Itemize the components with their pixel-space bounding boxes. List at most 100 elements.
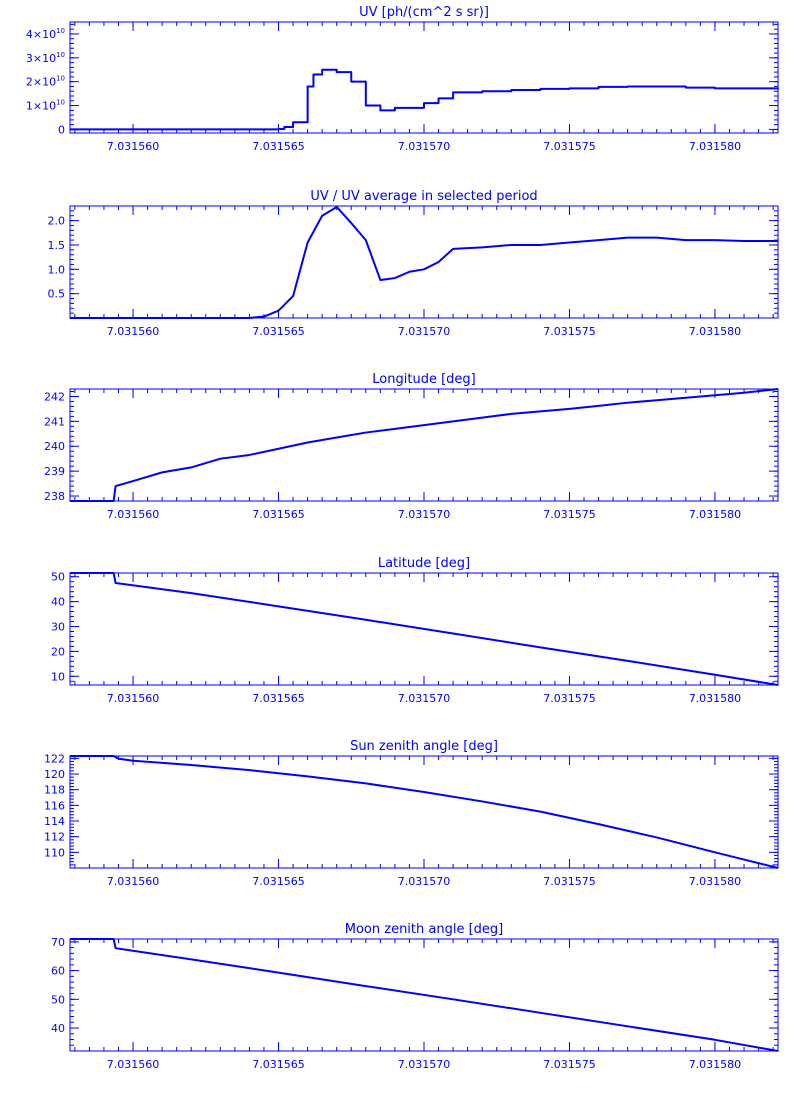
x-tick-label: 7.031575 — [543, 508, 596, 521]
y-tick-exponent: 10 — [56, 27, 65, 35]
x-tick-label: 7.031565 — [252, 692, 305, 705]
x-tick-label: 7.031560 — [107, 692, 160, 705]
y-tick-mantissa: 60 — [51, 965, 65, 978]
y-tick-mantissa: 2.0 — [48, 215, 66, 228]
x-tick-label: 7.031570 — [398, 1058, 451, 1071]
chart-title: Latitude [deg] — [378, 556, 470, 571]
chart-title: Sun zenith angle [deg] — [350, 739, 498, 754]
x-tick-label: 7.031560 — [107, 325, 160, 338]
series-line — [70, 388, 779, 502]
x-tick-label: 7.031565 — [252, 325, 305, 338]
y-tick-mantissa: 239 — [44, 465, 65, 478]
y-tick-label: 242 — [44, 390, 65, 403]
x-tick-label: 7.031560 — [107, 508, 160, 521]
x-tick-label: 7.031575 — [543, 692, 596, 705]
plot-frame — [69, 21, 779, 134]
plot-frame — [69, 205, 779, 319]
series-line — [70, 755, 779, 869]
x-tick-label: 7.031580 — [689, 325, 742, 338]
x-tick-label: 7.031565 — [252, 875, 305, 888]
y-tick-mantissa: 50 — [51, 571, 65, 584]
plot-frame — [69, 388, 779, 502]
chart-title: UV [ph/(cm^2 s sr)] — [359, 5, 489, 20]
chart-panel-2: UV / UV average in selected period 7.0315… — [48, 189, 779, 338]
x-tick-label: 7.031565 — [252, 508, 305, 521]
y-tick-label: 4×1010 — [26, 27, 65, 41]
series-line — [70, 938, 779, 1052]
series-line — [70, 205, 778, 319]
chart-title: UV / UV average in selected period — [310, 189, 537, 204]
y-tick-mantissa: 120 — [44, 768, 65, 781]
y-tick-mantissa: 238 — [44, 490, 65, 503]
x-tick-label: 7.031580 — [689, 1058, 742, 1071]
y-tick-exponent: 10 — [56, 51, 65, 59]
chart-panel-6: Moon zenith angle [deg] 7.031560 7.031565 7… — [51, 922, 779, 1071]
x-tick-label: 7.031580 — [689, 140, 742, 153]
x-tick-label: 7.031565 — [252, 140, 305, 153]
chart-panel-1: UV [ph/(cm^2 s sr)] 7.031560 7.031565 7.031… — [26, 5, 779, 153]
y-tick-mantissa: 20 — [51, 645, 65, 658]
x-tick-label: 7.031570 — [398, 140, 451, 153]
y-tick-label: 1×1010 — [26, 99, 65, 113]
y-tick-mantissa: 118 — [44, 784, 65, 797]
x-tick-label: 7.031560 — [107, 140, 160, 153]
y-tick-label: 238 — [44, 490, 65, 503]
x-tick-label: 7.031575 — [543, 140, 596, 153]
y-tick-mantissa: 112 — [44, 831, 65, 844]
y-tick-label: 30 — [51, 621, 65, 634]
y-tick-label: 2.0 — [48, 215, 66, 228]
y-tick-mantissa: 2×10 — [26, 76, 56, 89]
y-tick-mantissa: 4×10 — [26, 28, 56, 41]
x-tick-label: 7.031580 — [689, 875, 742, 888]
y-tick-label: 0.5 — [48, 288, 66, 301]
y-tick-label: 2×1010 — [26, 75, 65, 89]
y-tick-mantissa: 110 — [44, 846, 65, 859]
y-tick-mantissa: 1.5 — [48, 239, 66, 252]
y-tick-label: 1.5 — [48, 239, 66, 252]
y-tick-mantissa: 240 — [44, 440, 65, 453]
chart-panel-5: Sun zenith angle [deg] 7.031560 7.031565 7.… — [44, 739, 779, 888]
x-tick-label: 7.031565 — [252, 1058, 305, 1071]
x-tick-label: 7.031580 — [689, 692, 742, 705]
series-line — [70, 572, 779, 686]
y-tick-label: 20 — [51, 645, 65, 658]
y-tick-mantissa: 3×10 — [26, 52, 56, 65]
y-tick-mantissa: 122 — [44, 752, 65, 765]
y-tick-label: 0 — [58, 123, 65, 136]
y-tick-label: 118 — [44, 784, 65, 797]
x-tick-label: 7.031580 — [689, 508, 742, 521]
y-tick-mantissa: 10 — [51, 670, 65, 683]
y-tick-label: 70 — [51, 936, 65, 949]
y-tick-label: 241 — [44, 415, 65, 428]
x-tick-label: 7.031570 — [398, 875, 451, 888]
x-tick-label: 7.031575 — [543, 1058, 596, 1071]
y-tick-mantissa: 242 — [44, 390, 65, 403]
chart-panel-3: Longitude [deg] 7.031560 7.031565 7.031570 7… — [44, 372, 779, 521]
y-tick-label: 1.0 — [48, 263, 66, 276]
y-tick-label: 10 — [51, 670, 65, 683]
x-tick-label: 7.031560 — [107, 1058, 160, 1071]
x-tick-label: 7.031575 — [543, 875, 596, 888]
y-tick-mantissa: 1.0 — [48, 263, 66, 276]
x-tick-label: 7.031560 — [107, 875, 160, 888]
chart-panel-4: Latitude [deg] 7.031560 7.031565 7.031570 7.… — [51, 556, 779, 705]
y-tick-mantissa: 241 — [44, 415, 65, 428]
y-tick-label: 114 — [44, 815, 65, 828]
x-tick-label: 7.031570 — [398, 692, 451, 705]
y-tick-label: 120 — [44, 768, 65, 781]
y-tick-mantissa: 1×10 — [26, 100, 56, 113]
y-tick-exponent: 10 — [56, 75, 65, 83]
y-tick-mantissa: 0 — [58, 123, 65, 136]
y-tick-label: 60 — [51, 965, 65, 978]
x-tick-label: 7.031575 — [543, 325, 596, 338]
y-tick-label: 112 — [44, 831, 65, 844]
y-tick-mantissa: 50 — [51, 993, 65, 1006]
y-tick-label: 116 — [44, 799, 65, 812]
y-tick-label: 50 — [51, 993, 65, 1006]
y-tick-mantissa: 30 — [51, 621, 65, 634]
series-line — [70, 68, 779, 131]
chart-title: Longitude [deg] — [372, 372, 475, 387]
plot-frame — [69, 755, 779, 869]
y-tick-mantissa: 0.5 — [48, 288, 66, 301]
